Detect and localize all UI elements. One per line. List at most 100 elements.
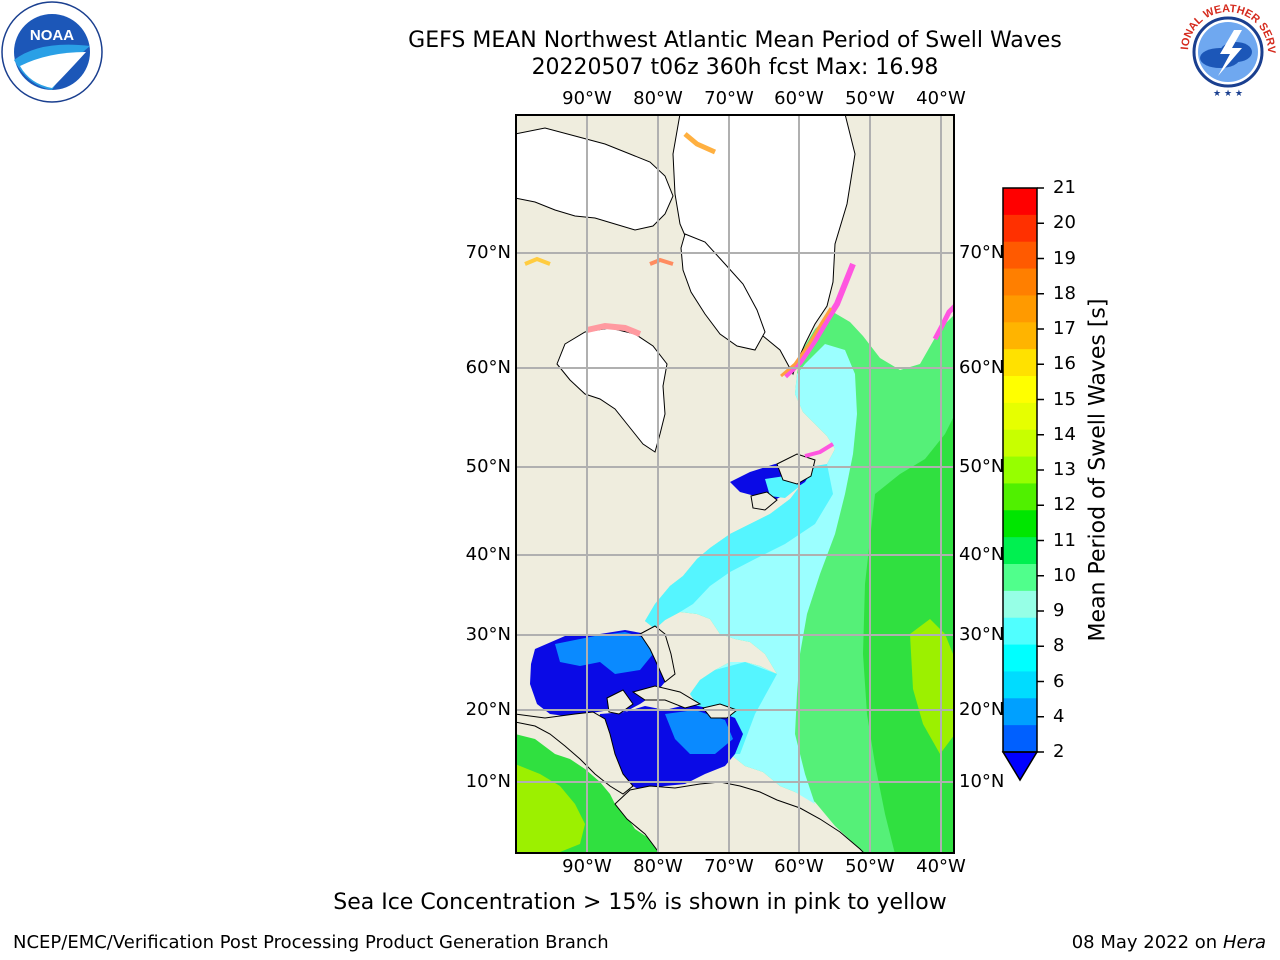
colorbar-swatch [1003, 295, 1037, 323]
lon-label-bottom: 50°W [845, 856, 895, 877]
colorbar-tick-label: 9 [1053, 600, 1065, 621]
newfoundland-land [776, 453, 816, 485]
colorbar-swatch [1003, 564, 1037, 592]
nws-logo: NATIONAL WEATHER SERVICE ★ ★ ★ [1176, 0, 1278, 102]
lat-label-right: 10°N [959, 771, 1005, 792]
colorbar-swatch [1003, 537, 1037, 565]
shelf-cyan-south [690, 662, 777, 754]
lon-label-top: 40°W [916, 88, 966, 109]
colorbar-swatch [1003, 268, 1037, 296]
lat-label-left: 50°N [465, 456, 511, 477]
colorbar-tick-label: 14 [1053, 423, 1076, 445]
colorbar-swatch [1003, 376, 1037, 404]
lon-label-top: 90°W [562, 88, 612, 109]
colorbar-swatch [1003, 698, 1037, 726]
colorbar-tick-label: 19 [1053, 247, 1076, 269]
footer-date: 08 May 2022 on Hera [1072, 932, 1266, 953]
colorbar-title: Mean Period of Swell Waves [s] [1085, 298, 1111, 642]
lon-label-top: 80°W [633, 88, 683, 109]
colorbar-extend-triangle [1001, 751, 1039, 782]
lon-label-bottom: 40°W [916, 856, 966, 877]
colorbar-tick-label: 18 [1053, 282, 1076, 304]
colorbar-swatch [1003, 644, 1037, 672]
colorbar-swatch [1003, 510, 1037, 538]
colorbar-swatch [1003, 188, 1037, 216]
pacific-ocean-lime [515, 764, 585, 854]
colorbar-tick-label: 21 [1053, 177, 1076, 198]
colorbar-tick-label: 20 [1053, 212, 1076, 234]
lat-label-right: 70°N [959, 242, 1005, 263]
cuba-land [631, 685, 702, 709]
footer-date-text: 08 May 2022 on [1071, 932, 1218, 953]
lat-label-right: 50°N [959, 456, 1005, 477]
shelf-cyan [645, 464, 833, 629]
lon-label-bottom: 90°W [562, 856, 612, 877]
greenland-ice [672, 114, 856, 376]
colorbar-tick-label: 15 [1053, 388, 1076, 410]
lat-label-left: 30°N [465, 624, 511, 645]
lon-label-top: 50°W [845, 88, 895, 109]
colorbar-swatch [1003, 214, 1037, 243]
sea-ice-arctic-north [683, 132, 717, 155]
map-grid [515, 114, 955, 854]
sea-ice-hudson-strait [586, 322, 642, 337]
colorbar-tick-label: 6 [1053, 670, 1065, 692]
plot-subtitle: 20220507 t06z 360h fcst Max: 16.98 [531, 55, 939, 80]
plot-title: GEFS MEAN Northwest Atlantic Mean Period… [408, 28, 1062, 53]
colorbar-tick-label: 8 [1053, 635, 1065, 657]
sea-ice-baffin-bay [649, 257, 674, 266]
colorbar-tick-label: 13 [1053, 459, 1076, 480]
lat-label-left: 10°N [465, 771, 511, 792]
colorbar-swatch [1003, 402, 1037, 431]
lat-label-right: 60°N [959, 357, 1005, 378]
nova-scotia-land [750, 491, 778, 511]
colorbar-tick-label: 11 [1053, 529, 1076, 551]
swell-period-map [515, 114, 955, 854]
lat-label-left: 70°N [465, 242, 511, 263]
colorbar-swatch [1003, 590, 1037, 619]
lat-label-right: 20°N [959, 699, 1005, 720]
colorbar-swatch [1003, 429, 1037, 458]
colorbar-tick-label: 10 [1053, 564, 1076, 586]
atlantic-ocean-lime [910, 619, 955, 754]
colorbar [1001, 187, 1044, 782]
sea-ice-footnote: Sea Ice Concentration > 15% is shown in … [333, 890, 947, 915]
central-america-land [515, 711, 634, 795]
colorbar-swatch [1003, 241, 1037, 270]
colorbar-tick-label: 2 [1053, 741, 1065, 762]
caribbean-shelf-blue [665, 710, 733, 754]
lat-label-left: 40°N [465, 544, 511, 565]
colorbar-tick-marks [1037, 187, 1044, 753]
svg-text:★ ★ ★: ★ ★ ★ [1213, 89, 1243, 99]
lat-label-left: 20°N [465, 699, 511, 720]
lon-label-top: 70°W [704, 88, 754, 109]
footer-host: Hera [1222, 932, 1266, 953]
colorbar-swatch [1003, 456, 1037, 484]
map-frame [515, 114, 955, 854]
colorbar-swatch [1003, 725, 1037, 753]
sea-ice-st-lawrence [804, 442, 835, 458]
lon-label-bottom: 80°W [633, 856, 683, 877]
lon-label-top: 60°W [774, 88, 824, 109]
lat-label-left: 60°N [465, 357, 511, 378]
noaa-logo-text: NOAA [30, 27, 74, 44]
colorbar-tick-label: 4 [1053, 705, 1065, 727]
lat-label-right: 40°N [959, 544, 1005, 565]
sea-ice-edge-east-greenland [932, 304, 955, 341]
lat-label-right: 30°N [959, 624, 1005, 645]
colorbar-tick-label: 17 [1053, 318, 1076, 339]
colorbar-tick-label: 16 [1053, 353, 1076, 375]
colorbar-tick-label: 12 [1053, 494, 1076, 516]
colorbar-swatch [1003, 483, 1037, 511]
gulf-shelf-blue [555, 632, 653, 674]
lon-label-bottom: 60°W [774, 856, 824, 877]
colorbar-swatch [1003, 671, 1037, 699]
colorbar-swatches [1003, 188, 1037, 753]
sea-ice-foxe-basin [524, 256, 551, 266]
title-block: GEFS MEAN Northwest Atlantic Mean Period… [300, 0, 1170, 90]
footer-organization: NCEP/EMC/Verification Post Processing Pr… [13, 932, 609, 953]
noaa-logo: NOAA [1, 1, 103, 103]
colorbar-swatch [1003, 322, 1037, 350]
lon-label-bottom: 70°W [704, 856, 754, 877]
colorbar-swatch [1003, 617, 1037, 646]
